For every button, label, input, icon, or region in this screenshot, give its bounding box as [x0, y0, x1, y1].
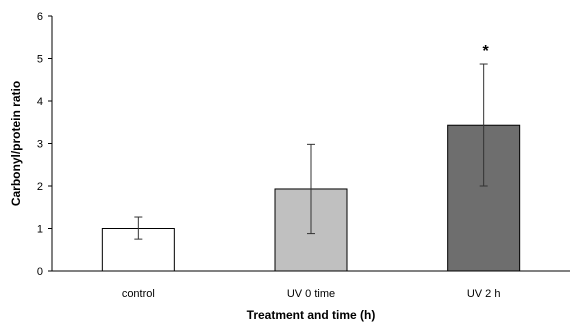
- y-tick-label: 1: [37, 224, 43, 236]
- y-tick-label: 3: [37, 139, 43, 151]
- significance-marker: *: [483, 43, 490, 60]
- y-tick-label: 0: [37, 266, 43, 278]
- category-label: UV 2 h: [467, 288, 501, 300]
- y-tick-label: 4: [37, 96, 43, 108]
- error-bars-group: *: [134, 43, 490, 240]
- category-label: UV 0 time: [287, 288, 335, 300]
- category-label: control: [122, 288, 155, 300]
- y-axis-title: Carbonyl/protein ratio: [9, 81, 23, 206]
- y-axis-ticks: 0 1 2 3 4 5 6: [37, 11, 52, 278]
- category-labels: control UV 0 time UV 2 h: [122, 288, 501, 300]
- y-tick-label: 5: [37, 54, 43, 66]
- x-axis-title: Treatment and time (h): [247, 308, 376, 322]
- y-tick-label: 2: [37, 181, 43, 193]
- y-tick-label: 6: [37, 11, 43, 23]
